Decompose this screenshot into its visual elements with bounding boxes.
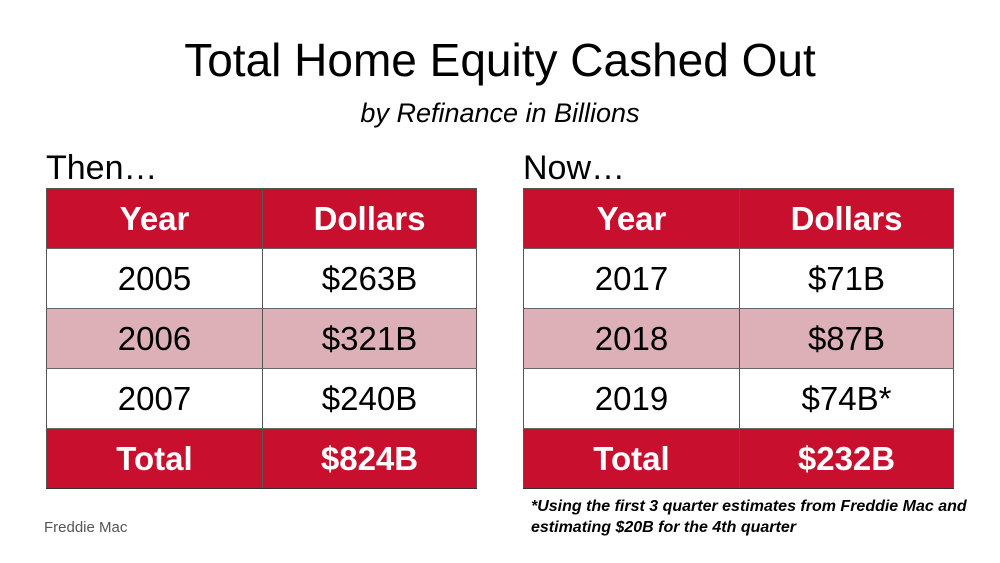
then-header-row: Year Dollars (46, 188, 477, 249)
table-row: 2007 $240B (46, 368, 477, 429)
table-row: 2005 $263B (46, 248, 477, 309)
total-dollars: $824B (262, 428, 477, 489)
now-header-row: Year Dollars (523, 188, 954, 249)
now-header-dollars: Dollars (739, 188, 954, 249)
dollars-cell: $321B (262, 308, 477, 369)
year-cell: 2017 (523, 248, 740, 309)
source-label: Freddie Mac (44, 519, 128, 536)
total-label: Total (523, 428, 740, 489)
table-row: 2017 $71B (523, 248, 954, 309)
dollars-cell: $74B* (739, 368, 954, 429)
dollars-cell: $87B (739, 308, 954, 369)
then-total-row: Total $824B (46, 428, 477, 489)
page-subtitle: by Refinance in Billions (360, 98, 640, 128)
year-cell: 2006 (46, 308, 263, 369)
now-table: Year Dollars 2017 $71B 2018 $87B 2019 $7… (523, 188, 954, 489)
table-row: 2018 $87B (523, 308, 954, 369)
total-label: Total (46, 428, 263, 489)
then-header-year: Year (46, 188, 263, 249)
dollars-cell: $71B (739, 248, 954, 309)
now-header-year: Year (523, 188, 740, 249)
then-header-dollars: Dollars (262, 188, 477, 249)
year-cell: 2007 (46, 368, 263, 429)
table-row: 2006 $321B (46, 308, 477, 369)
table-row: 2019 $74B* (523, 368, 954, 429)
now-label: Now… (523, 149, 626, 187)
dollars-cell: $263B (262, 248, 477, 309)
dollars-cell: $240B (262, 368, 477, 429)
year-cell: 2005 (46, 248, 263, 309)
then-table: Year Dollars 2005 $263B 2006 $321B 2007 … (46, 188, 477, 489)
total-dollars: $232B (739, 428, 954, 489)
page-title: Total Home Equity Cashed Out (184, 34, 816, 86)
year-cell: 2019 (523, 368, 740, 429)
then-label: Then… (46, 149, 158, 187)
now-total-row: Total $232B (523, 428, 954, 489)
year-cell: 2018 (523, 308, 740, 369)
footnote: *Using the first 3 quarter estimates fro… (531, 498, 967, 536)
